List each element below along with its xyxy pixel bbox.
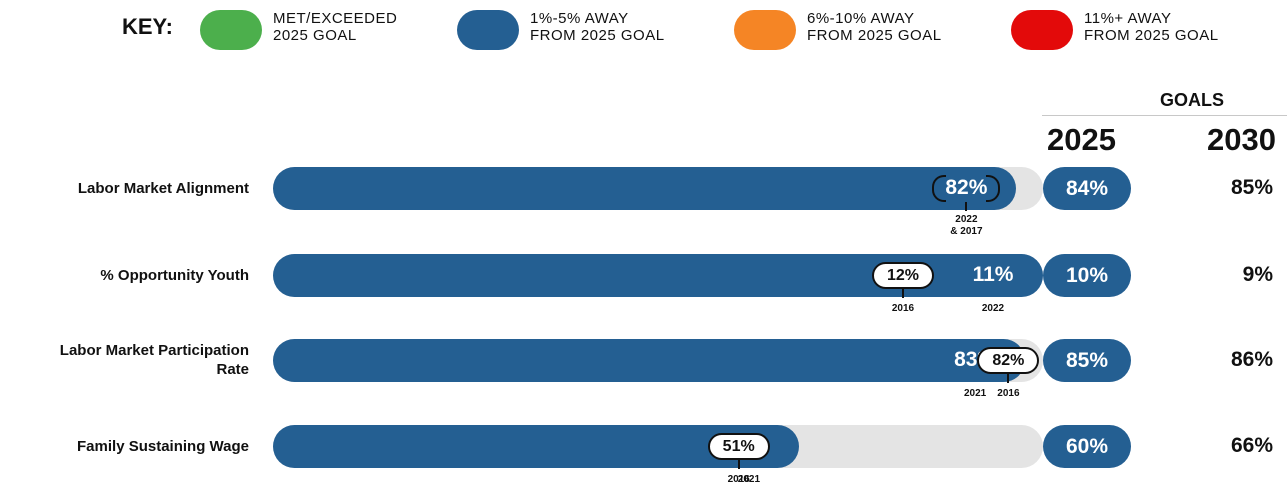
- legend-label: 6%-10% AWAY FROM 2025 GOAL: [807, 10, 942, 44]
- bar-current: [273, 167, 1017, 210]
- year-label: 2022: [981, 303, 1005, 314]
- year-label: 2021: [963, 388, 987, 399]
- row-label: Family Sustaining Wage: [0, 437, 249, 456]
- legend-label: 1%-5% AWAY FROM 2025 GOAL: [530, 10, 665, 44]
- goal-2025-pill: 85%: [1043, 339, 1131, 382]
- goal-2025-pill: 84%: [1043, 167, 1131, 210]
- legend-label: MET/EXCEEDED 2025 GOAL: [273, 10, 397, 44]
- legend-label-line2: 2025 GOAL: [273, 27, 357, 44]
- prev-year-label: 2016: [997, 388, 1020, 399]
- row-label-line: Family Sustaining Wage: [77, 437, 249, 455]
- legend-label-line1: 1%-5% AWAY: [530, 10, 629, 27]
- goal-2030-header: 2030: [1207, 122, 1276, 157]
- year-label: 2021: [737, 474, 761, 485]
- prev-year-label: 2016: [727, 474, 750, 485]
- goal-2030-value: 86%: [1230, 348, 1273, 371]
- legend-swatch: [1011, 10, 1073, 50]
- row-label: Labor Market Alignment: [0, 179, 249, 198]
- row-label: Labor Market Participation Rate: [0, 341, 249, 379]
- row-label-line: Labor Market Participation: [59, 342, 249, 359]
- legend-label-line1: MET/EXCEEDED: [273, 10, 398, 27]
- key-title: KEY:: [122, 14, 173, 39]
- prev-value-marker: 51%: [707, 433, 770, 460]
- prev-year-tick: [737, 460, 740, 469]
- legend-label-line2: FROM 2025 GOAL: [530, 27, 665, 44]
- row-label-line: % Opportunity Youth: [100, 266, 249, 284]
- year-label: 2022: [955, 214, 978, 225]
- goals-divider: [1042, 115, 1287, 116]
- legend-swatch: [457, 10, 519, 50]
- bar-current: [273, 339, 1026, 382]
- bar-value-label: 82%: [945, 176, 988, 199]
- bar-value-label: 11%: [972, 263, 1014, 286]
- row-label-line: Labor Market Alignment: [77, 179, 249, 197]
- goal-2025-pill: 10%: [1043, 254, 1131, 297]
- row-label-line: Rate: [216, 361, 249, 378]
- row-label: % Opportunity Youth: [0, 266, 249, 285]
- goal-2030-value: 85%: [1230, 176, 1273, 199]
- legend-label-line1: 6%-10% AWAY: [807, 10, 915, 27]
- goal-2030-value: 9%: [1242, 263, 1273, 286]
- year-label-secondary: & 2017: [950, 226, 983, 237]
- prev-year-label: 2016: [891, 303, 915, 314]
- legend-swatch: [200, 10, 262, 50]
- legend-swatch: [734, 10, 796, 50]
- prev-value-marker: 82%: [977, 347, 1040, 374]
- prev-year-tick: [902, 289, 904, 298]
- goals-header: GOALS: [1160, 90, 1225, 110]
- year-tick: [965, 202, 968, 211]
- prev-year-tick: [1007, 374, 1010, 383]
- prev-value-marker: 12%: [872, 262, 934, 289]
- goal-2025-header: 2025: [1047, 122, 1116, 157]
- legend-label-line2: FROM 2025 GOAL: [1084, 27, 1219, 44]
- bracket-left: [932, 175, 947, 202]
- goal-2030-value: 66%: [1230, 434, 1273, 457]
- goal-2025-pill: 60%: [1043, 425, 1131, 468]
- legend-label-line2: FROM 2025 GOAL: [807, 27, 942, 44]
- legend-label: 11%+ AWAY FROM 2025 GOAL: [1084, 10, 1219, 44]
- legend-label-line1: 11%+ AWAY: [1084, 10, 1172, 27]
